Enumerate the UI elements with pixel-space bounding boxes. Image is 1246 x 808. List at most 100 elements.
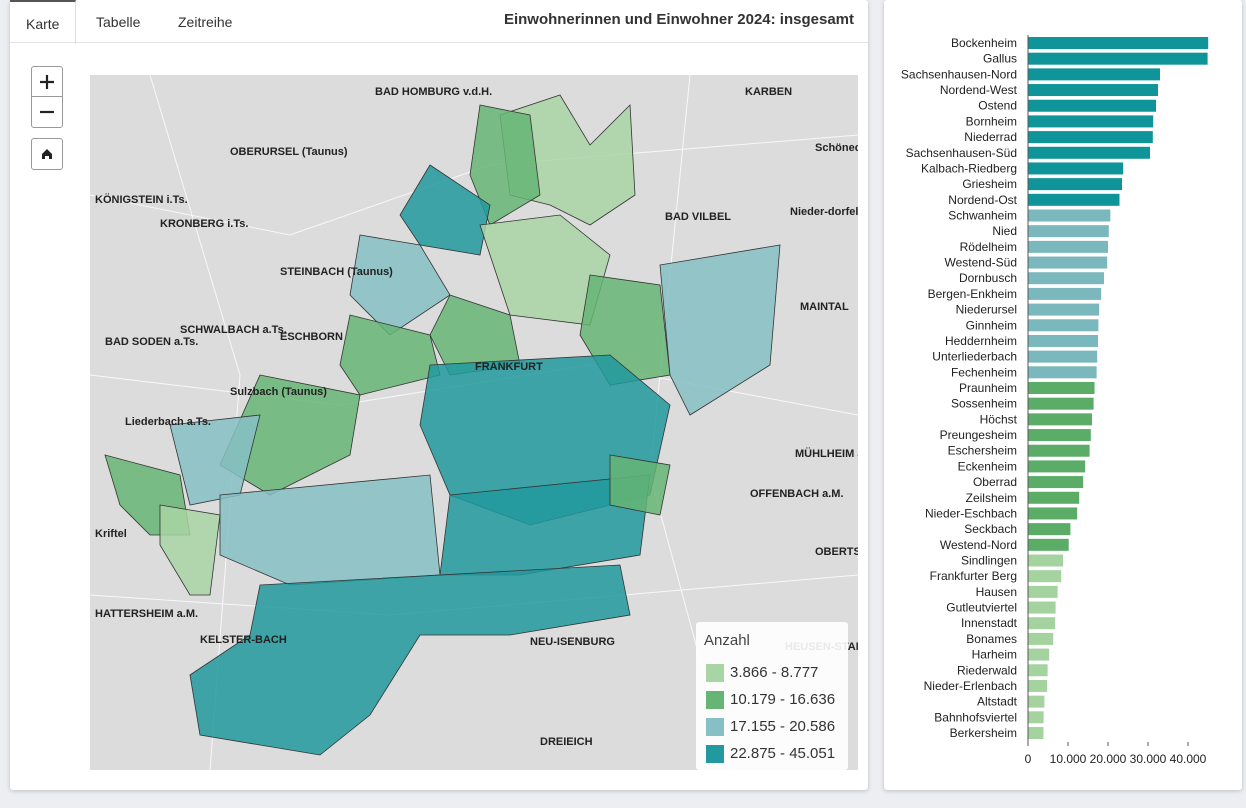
category-label: Praunheim	[959, 381, 1017, 395]
map-label: Liederbach a.Ts.	[125, 416, 211, 428]
home-button[interactable]	[31, 138, 63, 170]
category-label: Griesheim	[962, 177, 1017, 191]
bar	[1028, 601, 1056, 614]
map-label: BAD HOMBURG v.d.H.	[375, 86, 492, 98]
category-label: Berkersheim	[950, 726, 1017, 740]
bar	[1028, 131, 1153, 144]
tab[interactable]: Zeitreihe	[178, 14, 233, 30]
map-label: KELSTER-BACH	[200, 634, 287, 646]
bar	[1028, 209, 1111, 222]
category-label: Sindlingen	[961, 554, 1017, 568]
bar	[1028, 272, 1104, 285]
category-label: Nordend-Ost	[948, 193, 1017, 207]
map-label: Schöneck	[815, 142, 858, 154]
bar	[1028, 711, 1044, 724]
category-label: Nieder-Eschbach	[925, 506, 1017, 520]
category-label: Ginnheim	[966, 318, 1017, 332]
legend-swatch	[706, 664, 724, 682]
category-label: Eschersheim	[948, 444, 1017, 458]
map-label: KRONBERG i.Ts.	[160, 218, 248, 230]
tab[interactable]: Karte	[10, 0, 77, 44]
bar	[1028, 256, 1108, 269]
map-label: DREIEICH	[540, 736, 593, 748]
divider	[10, 42, 868, 43]
title: Einwohnerinnen und Einwohner 2024: insge…	[503, 11, 854, 28]
bar	[1028, 84, 1158, 97]
category-label: Heddernheim	[945, 334, 1017, 348]
map-label: MÜHLHEIM a.M.	[795, 447, 858, 460]
bar	[1028, 52, 1208, 65]
map-label: HATTERSHEIM a.M.	[95, 608, 198, 620]
category-label: Rödelheim	[960, 240, 1017, 254]
category-label: Ostend	[978, 99, 1017, 113]
map-label: ESCHBORN	[280, 331, 343, 343]
map-label: NEU-ISENBURG	[530, 636, 615, 648]
legend-label: 10.179 - 16.636	[730, 691, 836, 708]
map-label: Nieder-dorfelden	[790, 206, 858, 218]
bar	[1028, 695, 1045, 708]
category-label: Gutleutviertel	[946, 601, 1017, 615]
bar	[1028, 99, 1156, 112]
category-label: Seckbach	[964, 522, 1017, 536]
map-label: SCHWALBACH a.Ts.	[180, 324, 287, 336]
tab[interactable]: Tabelle	[96, 14, 141, 30]
map: BAD HOMBURG v.d.H. KARBEN OBERURSEL (Taunu…	[90, 75, 858, 770]
x-tick-label: 10.000	[1050, 752, 1087, 766]
bar	[1028, 664, 1048, 677]
bar	[1028, 382, 1095, 394]
map-label: KÖNIGSTEIN i.Ts.	[95, 193, 188, 206]
bar	[1028, 632, 1054, 645]
bar	[1028, 334, 1098, 347]
bar	[1028, 491, 1080, 504]
bar	[1028, 523, 1071, 536]
category-label: Hausen	[976, 585, 1017, 599]
category-label: Nordend-West	[940, 83, 1018, 97]
map-label: OFFENBACH a.M.	[750, 488, 844, 500]
bar	[1028, 178, 1122, 191]
category-label: Sachsenhausen-Nord	[901, 67, 1017, 81]
bar	[1028, 585, 1058, 598]
bar	[1028, 366, 1097, 379]
bar	[1028, 319, 1099, 332]
category-label: Bergen-Enkheim	[928, 287, 1017, 301]
category-label: Westend-Süd	[945, 256, 1018, 270]
category-label: Bonames	[966, 632, 1017, 646]
category-label: Oberrad	[973, 475, 1017, 489]
map-label: BAD VILBEL	[665, 211, 731, 223]
bar	[1028, 538, 1069, 551]
bar	[1028, 460, 1086, 473]
category-label: Kalbach-Riedberg	[921, 161, 1017, 175]
bar	[1028, 193, 1120, 206]
chart-panel: Bockenheim Gallus Sachsenhausen-Nord Norden…	[884, 0, 1242, 790]
category-label: Eckenheim	[958, 459, 1017, 473]
category-label: Gallus	[983, 52, 1017, 66]
zoom-in[interactable]	[31, 66, 63, 98]
bar	[1028, 115, 1154, 128]
districts	[104, 94, 781, 756]
bar	[1028, 350, 1098, 363]
legend-label: 17.155 - 20.586	[730, 718, 836, 735]
map-label: Kriftel	[95, 528, 127, 540]
category-label: Sossenheim	[951, 397, 1017, 411]
category-label: Schwanheim	[948, 209, 1017, 223]
legend-swatch	[706, 745, 724, 763]
category-label: Preungesheim	[940, 428, 1017, 442]
bar	[1028, 554, 1064, 567]
bar	[1028, 727, 1044, 739]
map-label: STEINBACH (Taunus)	[280, 266, 393, 278]
category-label: Niederursel	[956, 303, 1017, 317]
x-tick-label: 0	[1025, 752, 1032, 766]
bar	[1028, 162, 1124, 175]
bar	[1028, 570, 1062, 583]
map-label: OBERURSEL (Taunus)	[230, 146, 348, 158]
zoom-out[interactable]	[31, 96, 63, 128]
bar	[1028, 225, 1109, 238]
category-label: Fechenheim	[951, 365, 1017, 379]
category-label: Bornheim	[966, 114, 1017, 128]
legend-label: 22.875 - 45.051	[730, 745, 836, 762]
legend-swatch	[706, 718, 724, 736]
map-label: MAINTAL	[800, 301, 849, 313]
map-label: KARBEN	[745, 86, 792, 98]
